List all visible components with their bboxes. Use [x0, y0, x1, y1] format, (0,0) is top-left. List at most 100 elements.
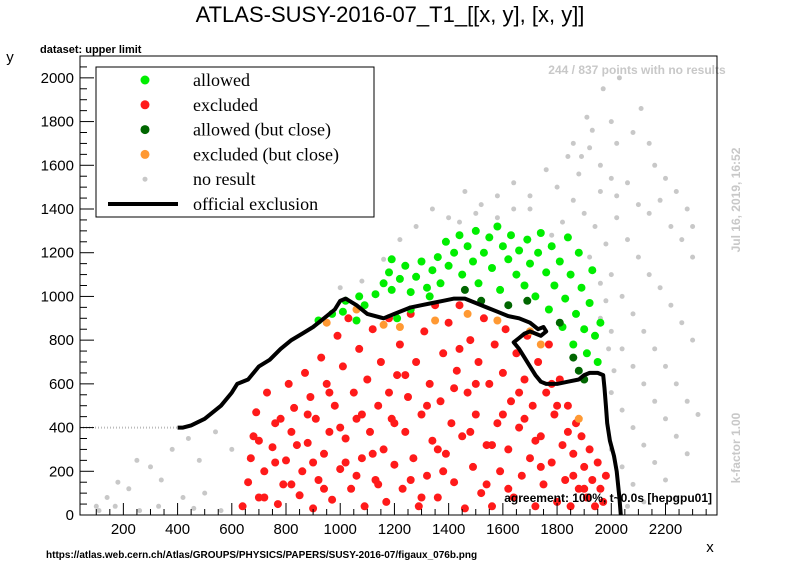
- legend-label: no result: [193, 169, 256, 189]
- no-result-point: [690, 224, 696, 229]
- allowed-point: [428, 266, 437, 275]
- allowed-point: [577, 283, 586, 292]
- excluded-point: [311, 414, 320, 423]
- excluded-point: [284, 379, 293, 388]
- allowed-point: [455, 231, 464, 240]
- no-result-point: [397, 237, 403, 243]
- excluded-point: [279, 480, 288, 489]
- no-result-point: [126, 486, 132, 492]
- no-result-point: [652, 398, 658, 404]
- no-result-point: [359, 278, 365, 284]
- no-result-point: [104, 495, 110, 500]
- no-result-point: [218, 508, 224, 514]
- excluded-point: [542, 388, 551, 397]
- excluded-point: [466, 336, 475, 345]
- allowed-but-close-point: [555, 318, 564, 327]
- legend-label: allowed (but close): [193, 120, 331, 141]
- legend-label: allowed: [193, 70, 250, 90]
- excluded-point: [306, 393, 315, 401]
- legend-item-allowed-but-close: allowed (but close): [140, 120, 331, 141]
- excluded-point: [531, 436, 540, 445]
- no-result-point: [619, 293, 625, 299]
- excluded-point: [488, 502, 496, 511]
- excluded-point: [344, 314, 353, 323]
- no-result-point: [608, 328, 614, 334]
- excluded-point: [566, 502, 575, 511]
- excluded-point: [314, 476, 323, 484]
- excluded-point: [539, 480, 548, 489]
- allowed-point: [441, 237, 450, 246]
- allowed-point: [593, 358, 602, 366]
- allowed-point: [493, 222, 502, 231]
- no-result-point: [614, 140, 620, 146]
- x-tick-label: 1400: [432, 521, 465, 538]
- excluded-point: [322, 379, 331, 388]
- excluded-point: [526, 454, 534, 463]
- no-result-point: [554, 184, 560, 190]
- no-result-point: [652, 460, 658, 465]
- no-result-point: [446, 215, 452, 221]
- no-result-point: [229, 446, 235, 452]
- no-result-point: [191, 505, 197, 511]
- no-result-point: [112, 503, 118, 509]
- y-axis-ticks: 0 200 400 600 800 1000 1200 1400 1600 1800 2000: [41, 55, 94, 524]
- excluded-point: [298, 467, 307, 476]
- allowed-point: [371, 290, 380, 299]
- no-result-point: [93, 503, 99, 509]
- excluded-point: [406, 476, 415, 484]
- x-tick-label: 1200: [378, 521, 411, 538]
- no-result-point: [579, 154, 584, 159]
- excluded-point: [528, 401, 537, 410]
- excluded-point: [390, 460, 399, 469]
- no-result-point: [630, 130, 636, 135]
- no-result-point: [684, 398, 690, 404]
- series-allowed: [314, 222, 605, 366]
- excluded-point: [249, 432, 258, 441]
- excluded-point: [360, 502, 369, 511]
- excluded-point: [536, 462, 545, 471]
- excluded-point: [558, 441, 567, 450]
- excluded-point: [428, 436, 437, 445]
- y-tick-label: 600: [49, 376, 74, 393]
- allowed-point: [444, 261, 453, 270]
- no-result-point: [616, 75, 622, 81]
- excluded-point: [452, 366, 461, 375]
- excluded-point: [496, 467, 505, 476]
- excluded-point: [374, 480, 383, 489]
- allowed-point: [561, 294, 570, 303]
- excluded-point: [547, 458, 556, 467]
- legend-item-no-result: no result: [142, 169, 256, 189]
- no-result-point: [603, 298, 609, 304]
- excluded-point: [534, 358, 543, 366]
- allowed-point: [436, 279, 445, 288]
- excluded-point: [252, 408, 261, 417]
- allowed-point: [591, 331, 599, 340]
- excluded-point: [482, 480, 491, 489]
- excluded-point: [260, 467, 269, 476]
- x-axis-title: x: [706, 539, 714, 556]
- allowed-point: [338, 307, 347, 316]
- excluded-point: [498, 368, 507, 377]
- excluded-point: [569, 471, 578, 480]
- y-tick-label: 0: [66, 507, 74, 524]
- allowed-point: [474, 279, 483, 288]
- excluded-point: [363, 375, 372, 384]
- allowed-point: [498, 242, 507, 251]
- no-result-point: [494, 193, 500, 199]
- no-result-point: [608, 119, 614, 125]
- legend-box: [95, 66, 375, 218]
- no-result-point: [646, 210, 652, 216]
- excluded-point: [301, 368, 309, 377]
- no-result-point: [657, 285, 663, 291]
- excluded-point: [447, 419, 456, 428]
- excluded-point: [455, 344, 464, 353]
- allowed-point: [450, 248, 459, 257]
- no-result-point: [673, 495, 679, 500]
- no-result-point: [646, 140, 652, 146]
- allowed-point: [566, 270, 575, 279]
- excluded-point: [471, 379, 480, 388]
- allowed-point: [547, 242, 556, 251]
- excluded-point: [292, 441, 301, 450]
- excluded-point: [553, 401, 562, 410]
